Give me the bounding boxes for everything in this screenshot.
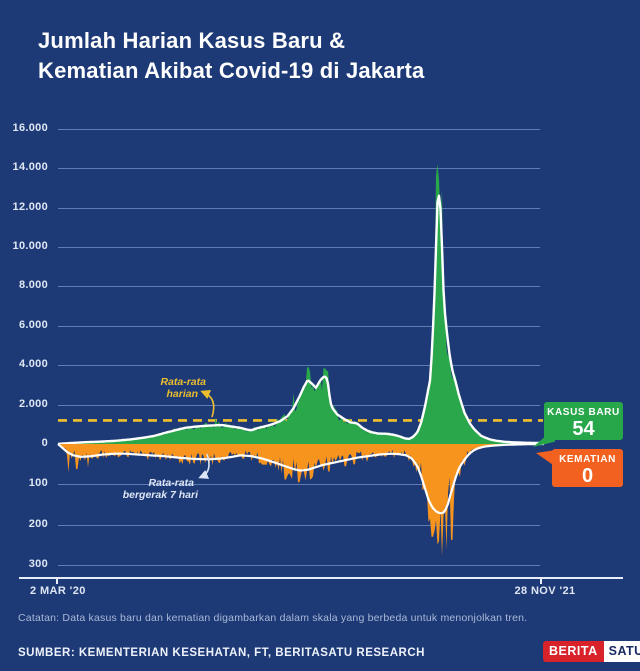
y-tick-label: 12.000 (12, 201, 48, 213)
deaths-badge: KEMATIAN 0 (552, 449, 623, 487)
cases-7day-average-line (57, 194, 544, 446)
title-line-1: Jumlah Harian Kasus Baru & (38, 28, 346, 53)
y-tick-label: 0 (41, 437, 48, 449)
gridline (58, 168, 540, 169)
annotation-moving-average: Rata-rata bergerak 7 hari (108, 477, 198, 501)
gridline (58, 286, 540, 287)
annotation-moving-average-line2: bergerak 7 hari (122, 489, 198, 501)
x-axis-tick-end (540, 578, 542, 584)
beritasatu-logo: BERITA SATU (543, 641, 640, 662)
x-axis-label-end: 28 NOV '21 (514, 585, 576, 597)
gridline (58, 525, 540, 526)
title-line-2: Kematian Akibat Covid-19 di Jakarta (38, 58, 425, 83)
deaths-badge-value: 0 (581, 465, 594, 487)
footnote: Catatan: Data kasus baru dan kematian di… (18, 612, 528, 624)
source-credit: SUMBER: KEMENTERIAN KESEHATAN, FT, BERIT… (18, 647, 425, 659)
y-tick-label: 300 (28, 558, 48, 570)
annotation-daily-average: Rata-rata harian (118, 376, 206, 400)
gridline (58, 484, 540, 485)
new-cases-badge-value: 54 (572, 418, 595, 440)
y-tick-label: 16.000 (12, 122, 48, 134)
gridline (58, 326, 540, 327)
gridline (58, 129, 540, 130)
y-tick-label: 6.000 (18, 319, 48, 331)
annotation-moving-average-line1: Rata-rata (148, 477, 194, 489)
y-tick-label: 10.000 (12, 240, 48, 252)
new-cases-badge-label: KASUS BARU (547, 407, 620, 418)
logo-berita-segment: BERITA (543, 641, 604, 662)
moving-average-annotation-arrow (198, 453, 210, 479)
gridline (58, 247, 540, 248)
cases-daily-area (58, 164, 540, 445)
annotation-daily-average-line2: harian (166, 388, 198, 400)
y-tick-label: 8.000 (18, 279, 48, 291)
annotation-daily-average-line1: Rata-rata (160, 376, 206, 388)
page-title: Jumlah Harian Kasus Baru & Kematian Akib… (38, 26, 613, 86)
x-axis-label-start: 2 MAR '20 (30, 585, 86, 597)
gridline (58, 565, 540, 566)
y-tick-label: 200 (28, 518, 48, 530)
daily-average-annotation-arrow (200, 390, 215, 418)
logo-satu-segment: SATU (603, 641, 640, 662)
deaths-badge-label: KEMATIAN (559, 454, 616, 465)
gridline (58, 208, 540, 209)
y-tick-label: 100 (28, 477, 48, 489)
new-cases-badge: KASUS BARU 54 (544, 402, 623, 440)
y-tick-label: 4.000 (18, 358, 48, 370)
gridline (58, 365, 540, 366)
x-axis-line (19, 577, 623, 579)
y-tick-label: 2.000 (18, 398, 48, 410)
x-axis-tick-start (56, 578, 58, 584)
deaths-7day-average-line (57, 442, 544, 515)
y-tick-label: 14.000 (12, 161, 48, 173)
